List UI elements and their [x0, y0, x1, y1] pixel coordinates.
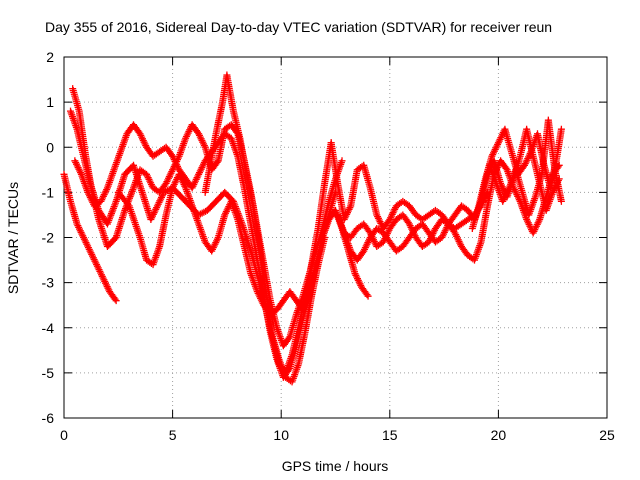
grid-lines	[64, 57, 607, 418]
data-point	[557, 197, 565, 205]
y-tick-label: 0	[46, 139, 54, 155]
data-points	[60, 71, 565, 386]
data-point	[557, 125, 565, 133]
x-tick-label: 0	[60, 427, 68, 443]
y-tick-label: -2	[42, 230, 55, 246]
data-point	[285, 334, 293, 342]
data-point	[111, 295, 119, 303]
data-point	[213, 158, 221, 166]
x-tick-label: 20	[491, 427, 507, 443]
y-tick-label: 2	[46, 49, 54, 65]
data-point	[338, 157, 346, 165]
x-tick-label: 25	[599, 427, 615, 443]
y-tick-label: -5	[42, 365, 55, 381]
x-tick-label: 15	[382, 427, 398, 443]
x-tick-label: 5	[169, 427, 177, 443]
y-tick-label: -3	[42, 275, 55, 291]
chart-title: Day 355 of 2016, Sidereal Day-to-day VTE…	[45, 19, 552, 35]
data-point	[112, 297, 120, 305]
x-axis-label: GPS time / hours	[282, 458, 389, 474]
y-axis-label: SDTVAR / TECUs	[5, 182, 21, 294]
y-tick-label: -6	[42, 410, 55, 426]
y-tick-label: -1	[42, 184, 55, 200]
axis-ticks: 0 5 10 15 20 25 -6 -5 -4 -3 -2 -1 0 1 2	[42, 49, 615, 443]
y-tick-label: 1	[46, 94, 54, 110]
x-tick-label: 10	[273, 427, 289, 443]
plot-frame	[63, 56, 608, 419]
data-point	[364, 292, 372, 300]
y-tick-label: -4	[42, 320, 55, 336]
data-point	[363, 291, 371, 299]
